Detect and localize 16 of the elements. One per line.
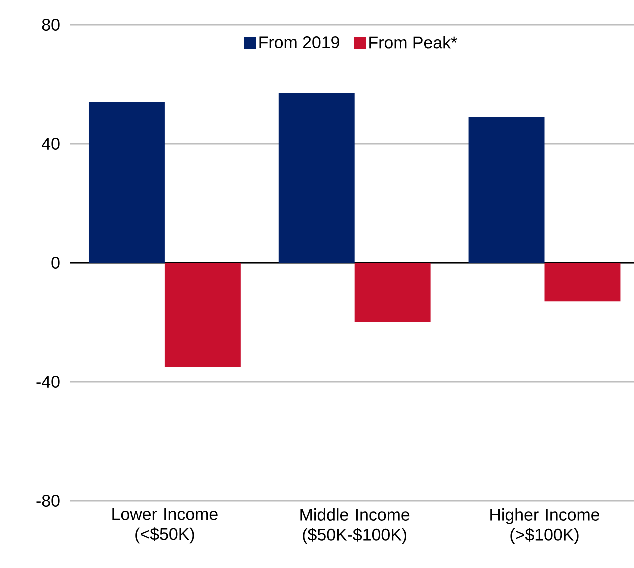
bar: [354, 262, 431, 322]
legend-label: From Peak*: [370, 36, 458, 49]
bar: [278, 93, 355, 263]
x-tick-label: Higher Income (>$100K): [490, 508, 600, 544]
y-tick-label: 0: [52, 257, 60, 269]
y-tick-label: 80: [42, 19, 60, 31]
x-tick-label: Middle Income ($50K-$100K): [300, 508, 410, 544]
bar: [88, 102, 165, 263]
y-tick-label: -80: [36, 495, 60, 507]
y-tick-label: 40: [42, 138, 60, 150]
bar: [544, 262, 621, 302]
y-tick-label: -40: [36, 376, 60, 388]
bar: [164, 262, 241, 368]
legend-label: From 2019: [260, 36, 340, 49]
x-tick-label: Lower Income (<$50K): [112, 508, 218, 544]
bar: [468, 117, 545, 263]
